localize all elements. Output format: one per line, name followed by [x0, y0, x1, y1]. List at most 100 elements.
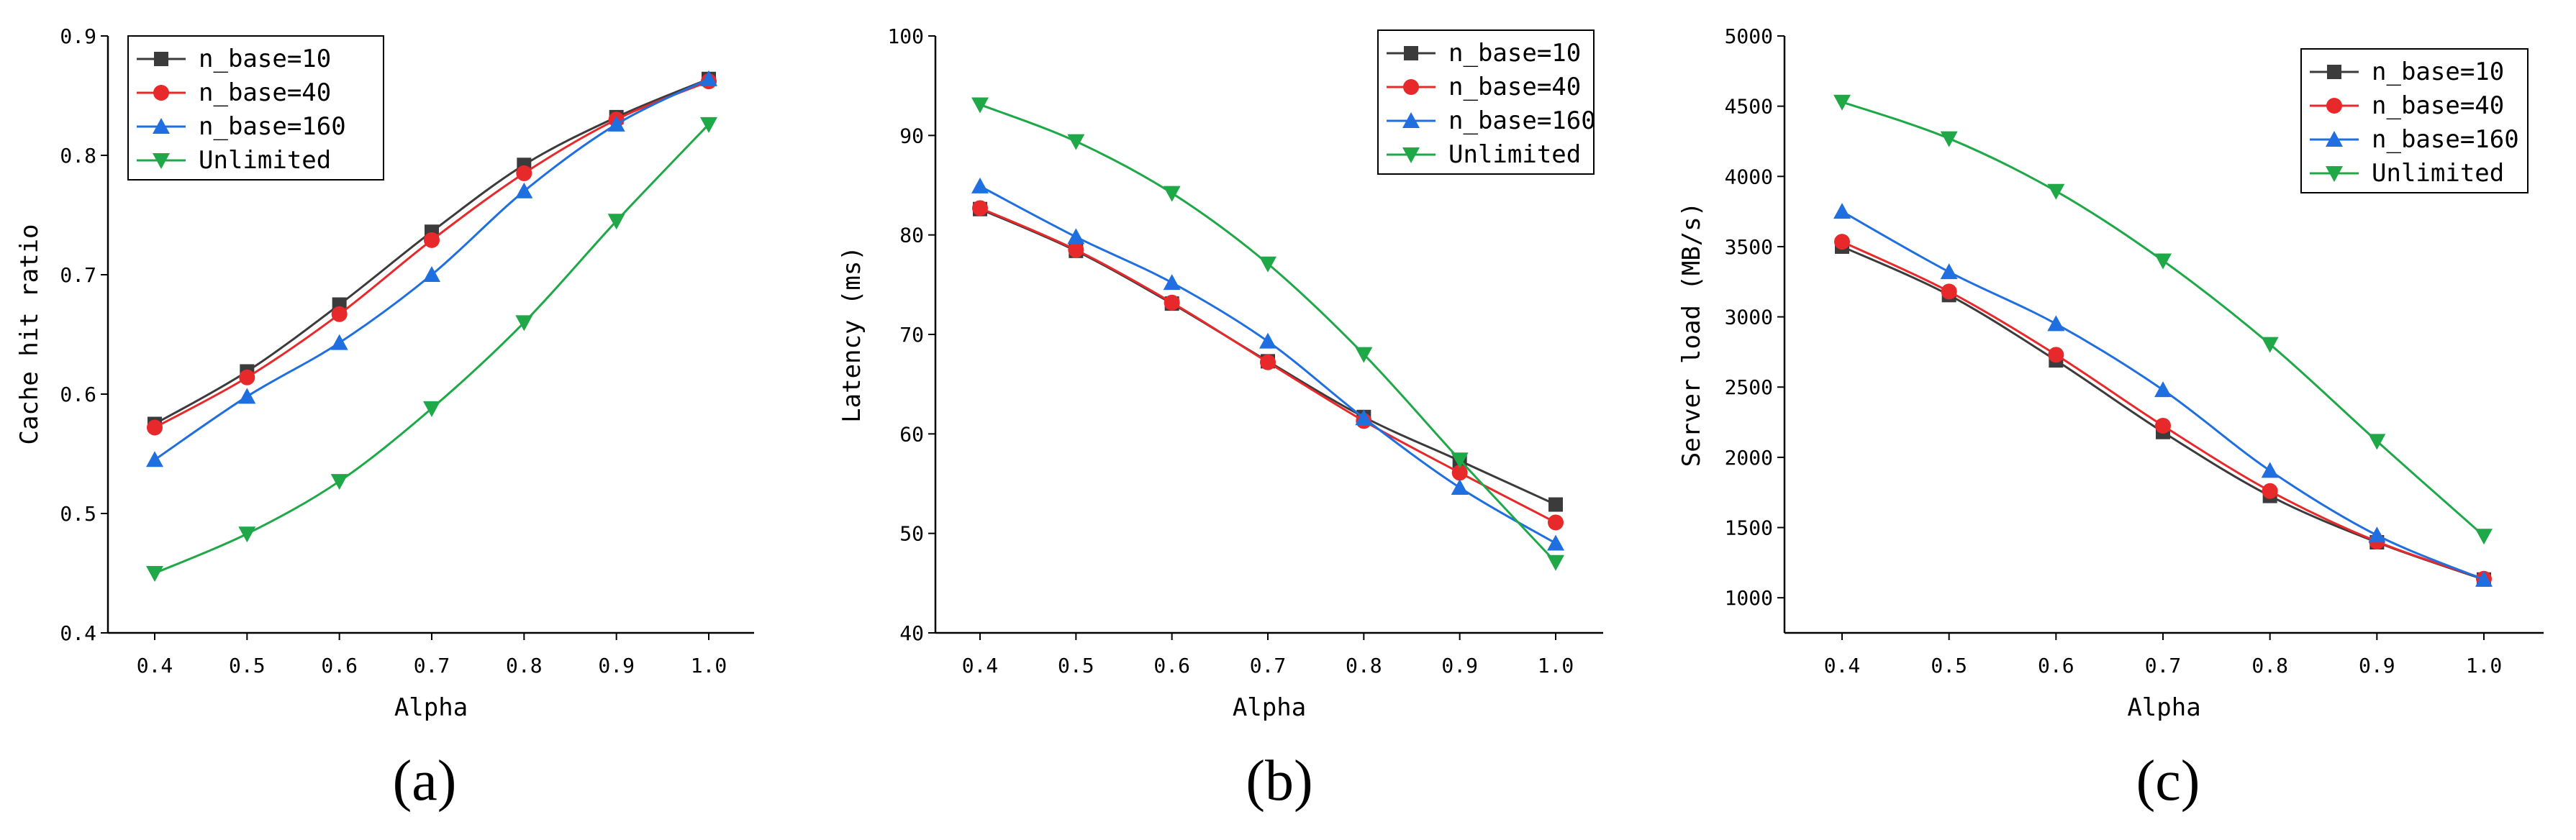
legend-marker	[153, 118, 170, 134]
y-tick-label: 4500	[1725, 95, 1773, 119]
series-point	[1451, 479, 1469, 496]
x-tick-label: 0.4	[962, 654, 999, 677]
series-line-4	[154, 123, 710, 575]
y-tick-label: 5000	[1725, 24, 1773, 48]
legend-marker	[1404, 46, 1418, 60]
x-tick-label: 0.8	[2251, 654, 2288, 677]
x-tick-label: 0.6	[321, 654, 358, 677]
y-tick-label: 40	[899, 621, 924, 645]
series-point	[1547, 554, 1564, 571]
legend-label: n_base=10	[2372, 58, 2504, 86]
y-tick-label: 4000	[1725, 165, 1773, 188]
x-tick-label: 0.9	[2359, 654, 2395, 677]
series-point	[2047, 315, 2065, 332]
series-point	[1548, 497, 1563, 512]
chart-panel-1: 0.4 0.5 0.6 0.7 0.8 0.9 0.4 0.5 0.6 0.7 0.8 0.9 1.0 A…	[15, 24, 754, 813]
legend-label: n_base=40	[1448, 73, 1581, 101]
y-tick-label: 70	[899, 323, 924, 347]
x-tick-label: 1.0	[2466, 654, 2503, 677]
x-tick-label: 0.5	[229, 654, 266, 677]
legend-label: Unlimited	[199, 146, 331, 175]
series-point	[331, 306, 348, 322]
legend-label: n_base=40	[2372, 91, 2504, 120]
series-point	[2048, 347, 2064, 363]
series-point	[1259, 256, 1276, 273]
legend-label: n_base=40	[199, 78, 331, 107]
y-tick-label: 1000	[1725, 586, 1773, 610]
legend-label: Unlimited	[2372, 159, 2504, 188]
legend-label: n_base=160	[199, 112, 346, 141]
y-axis-label: Server load (MB/s)	[1677, 202, 1706, 467]
series-point	[700, 117, 717, 133]
legend-label: n_base=10	[1448, 39, 1581, 68]
x-axis-label: Alpha	[394, 693, 468, 722]
y-tick-label: 0.7	[60, 263, 96, 287]
x-tick-label: 0.8	[1346, 654, 1382, 677]
series-point	[1067, 134, 1085, 150]
y-tick-label: 2000	[1725, 446, 1773, 470]
series-point	[700, 70, 717, 86]
series-point	[239, 369, 255, 385]
y-axis-label: Cache hit ratio	[15, 224, 44, 444]
y-tick-label: 80	[899, 224, 924, 247]
series-point	[2154, 381, 2172, 398]
series-point	[2261, 337, 2279, 353]
series-point	[2368, 434, 2386, 450]
legend-marker	[2326, 131, 2343, 147]
series-point	[1941, 283, 1957, 300]
legend: n_base=10 n_base=40 n_base=160 Unlimited	[127, 35, 384, 181]
series-point	[2155, 417, 2171, 434]
series-point	[1833, 203, 1851, 219]
series-point	[1260, 354, 1276, 370]
series-point	[2262, 483, 2278, 499]
y-tick-label: 0.6	[60, 383, 96, 406]
x-tick-label: 1.0	[691, 654, 727, 677]
series-point	[515, 315, 533, 332]
series-point	[2368, 526, 2386, 543]
x-tick-label: 0.6	[2038, 654, 2074, 677]
series-point	[2154, 253, 2172, 270]
x-axis-label: Alpha	[2127, 693, 2200, 722]
series-point	[2047, 183, 2065, 200]
series-point	[2475, 570, 2493, 587]
legend-label: Unlimited	[1448, 140, 1581, 169]
series-point	[424, 232, 440, 248]
x-tick-label: 0.8	[506, 654, 543, 677]
series-point	[972, 200, 988, 216]
panel-label: (c)	[2136, 749, 2200, 813]
legend-marker	[2326, 98, 2342, 114]
panel-label: (b)	[1246, 749, 1312, 813]
series-point	[330, 334, 348, 350]
series-point	[238, 388, 256, 404]
y-tick-label: 3500	[1725, 235, 1773, 259]
series-point	[1834, 234, 1850, 250]
series-point	[1355, 347, 1373, 363]
legend: n_base=10 n_base=40 n_base=160 Unlimited	[1377, 29, 1596, 175]
x-axis-label: Alpha	[1233, 693, 1306, 722]
y-tick-label: 90	[899, 124, 924, 147]
y-tick-label: 0.4	[60, 621, 96, 645]
y-tick-label: 1500	[1725, 516, 1773, 540]
legend-marker	[1402, 147, 1420, 163]
x-tick-label: 0.4	[1824, 654, 1861, 677]
y-tick-label: 0.5	[60, 502, 96, 526]
series-line-2	[1841, 240, 2485, 580]
series-point	[1259, 332, 1276, 349]
series-point	[515, 182, 533, 198]
series-point	[2475, 529, 2493, 545]
y-tick-label: 60	[899, 422, 924, 446]
y-tick-label: 3000	[1725, 306, 1773, 329]
series-point	[146, 451, 163, 467]
chart-panel-2: 40 50 60 70 80 90 100 0.4 0.5 0.6 0.7 0.8 0.9 1.0 Alph…	[838, 24, 1603, 813]
legend-label: n_base=160	[2372, 125, 2519, 154]
legend-marker	[1403, 79, 1419, 95]
series-point	[238, 526, 256, 543]
y-tick-label: 0.8	[60, 144, 96, 168]
series-point	[607, 115, 625, 132]
x-tick-label: 0.7	[2145, 654, 2182, 677]
series-point	[1940, 263, 1958, 280]
series-point	[1451, 452, 1469, 469]
x-tick-label: 0.5	[1058, 654, 1094, 677]
series-point	[1940, 131, 1958, 147]
